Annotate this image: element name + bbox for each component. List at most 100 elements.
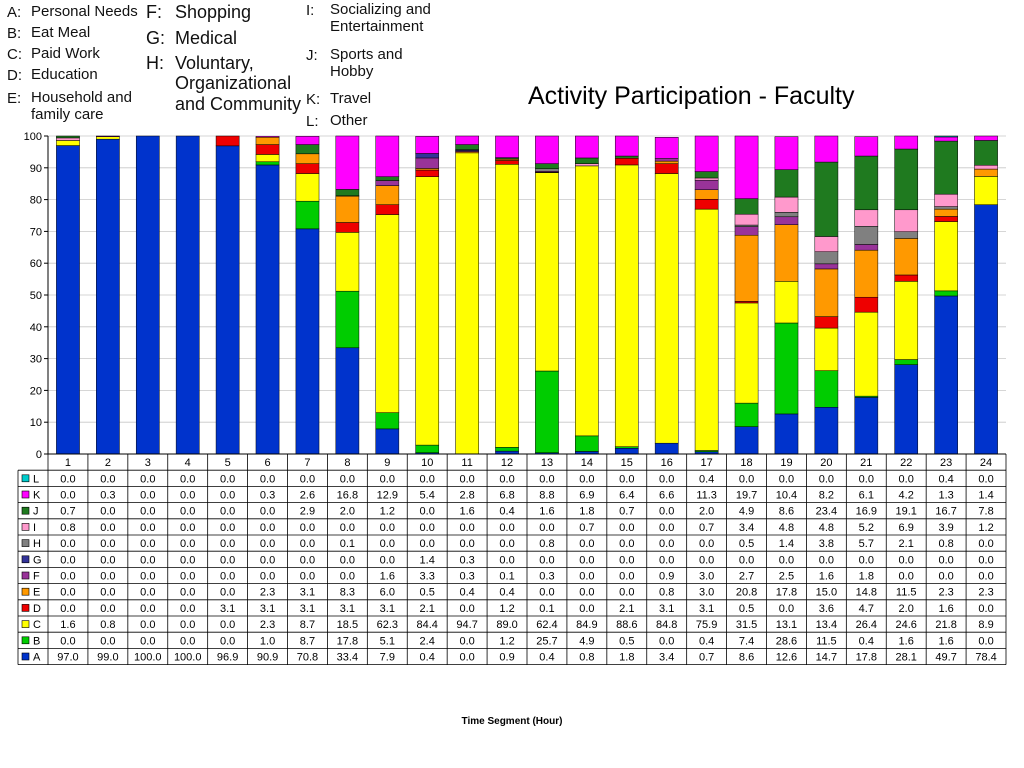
- bar-segment-e-24: [974, 168, 998, 177]
- data-label: 0.0: [380, 522, 395, 534]
- legend-name: Education: [31, 66, 98, 83]
- bar-segment-e-19: [774, 224, 799, 282]
- legend-item-h: H: Voluntary, Organizational and Communit…: [146, 53, 301, 114]
- data-label: 0.0: [300, 473, 315, 485]
- data-label: 0.0: [859, 554, 874, 566]
- bar-segment-g-10: [415, 153, 440, 159]
- bar-segment-k-7: [295, 136, 320, 145]
- data-label: 84.9: [576, 619, 597, 631]
- legend-swatch-k: [21, 490, 30, 499]
- data-label: 1.6: [938, 603, 953, 615]
- legend-swatch-j: [21, 506, 30, 515]
- data-label: 0.0: [779, 473, 794, 485]
- legend-item-i: I: Socializing and Entertainment: [306, 1, 431, 36]
- bar-segment-k-24: [974, 135, 998, 141]
- data-label: 6.6: [659, 490, 674, 502]
- bar-segment-j-7: [295, 144, 320, 155]
- data-label: 25.7: [536, 635, 557, 647]
- legend-letter: C:: [7, 46, 22, 63]
- bar-segment-k-6: [255, 136, 280, 138]
- bar-segment-c-21: [854, 311, 879, 397]
- data-label: 17.8: [337, 635, 358, 647]
- bar-segment-k-18: [734, 135, 759, 199]
- bar-segment-c-14: [575, 165, 599, 437]
- data-label: 0.0: [220, 522, 235, 534]
- data-label: 0.0: [180, 619, 195, 631]
- bar-segment-k-12: [495, 135, 519, 158]
- data-label: 0.0: [180, 490, 195, 502]
- data-label: 4.2: [899, 490, 914, 502]
- data-label: 0.4: [499, 587, 514, 599]
- data-label: 96.9: [217, 652, 238, 664]
- bar-segment-c-10: [415, 176, 440, 446]
- data-label: 0.0: [220, 554, 235, 566]
- data-label: 0.4: [699, 635, 714, 647]
- data-label: 3.4: [739, 522, 754, 534]
- bar-segment-c-19: [774, 281, 799, 324]
- data-label: 33.4: [337, 652, 358, 664]
- data-label: 0.0: [899, 554, 914, 566]
- data-label: 26.4: [856, 619, 877, 631]
- data-label: 100.0: [174, 652, 202, 664]
- bar-segment-a-9: [375, 428, 400, 455]
- data-label: 0.0: [539, 473, 554, 485]
- data-label: 0.0: [140, 554, 155, 566]
- data-label: 0.0: [100, 522, 115, 534]
- data-label: 94.7: [456, 619, 477, 631]
- bar-segment-c-12: [495, 164, 519, 448]
- data-label: 16.7: [935, 506, 956, 518]
- data-label: 0.1: [499, 571, 514, 583]
- bar-segment-e-22: [894, 238, 919, 276]
- bar-segment-j-19: [774, 169, 799, 198]
- data-label: 62.4: [536, 619, 557, 631]
- bar-segment-e-8: [335, 195, 360, 223]
- data-label: 0.0: [60, 603, 75, 615]
- data-label: 0.0: [779, 603, 794, 615]
- bar-segment-k-10: [415, 136, 440, 154]
- bar-segment-e-17: [694, 189, 719, 200]
- data-label: 12.6: [776, 652, 797, 664]
- data-label: 0.4: [459, 587, 474, 599]
- bar-segment-d-23: [934, 216, 958, 222]
- data-label: 6.0: [380, 587, 395, 599]
- legend-letter: A:: [7, 4, 22, 21]
- legend-swatch-l: [21, 474, 30, 483]
- bar-segment-d-22: [894, 274, 919, 282]
- bar-segment-e-20: [814, 268, 839, 317]
- data-label: 0.0: [60, 538, 75, 550]
- bar-segment-b-22: [894, 359, 919, 365]
- data-label: 0.0: [659, 506, 674, 518]
- data-label: 8.2: [819, 490, 834, 502]
- x-tick-label: 14: [581, 457, 593, 469]
- data-label: 0.0: [539, 554, 554, 566]
- bar-segment-j-11: [455, 144, 479, 150]
- legend-name: Eat Meal: [31, 24, 91, 41]
- legend-swatch-c: [21, 620, 30, 628]
- data-label: 0.0: [60, 554, 75, 566]
- data-label: 0.0: [539, 587, 554, 599]
- bar-segment-h-22: [894, 231, 919, 239]
- bar-segment-j-21: [854, 155, 879, 211]
- data-label: 3.0: [699, 587, 714, 599]
- bar-segment-c-11: [455, 152, 479, 455]
- bar-segment-j-22: [894, 148, 919, 211]
- data-label: 0.0: [60, 473, 75, 485]
- x-tick-label: 9: [384, 457, 390, 469]
- data-label: 0.0: [380, 538, 395, 550]
- y-tick-label: 40: [30, 322, 42, 334]
- x-tick-label: 15: [621, 457, 633, 469]
- bar-segment-b-6: [255, 161, 280, 166]
- bar-segment-b-14: [575, 435, 599, 452]
- data-label: 0.0: [140, 587, 155, 599]
- data-label: 0.3: [459, 554, 474, 566]
- bar-segment-b-7: [295, 200, 320, 230]
- data-label: 5.4: [420, 490, 435, 502]
- bar-segment-b-20: [814, 370, 839, 408]
- bar-segment-a-2: [96, 138, 120, 455]
- bar-segment-d-5: [215, 135, 240, 147]
- data-label: 20.8: [736, 587, 757, 599]
- data-label: 0.0: [499, 554, 514, 566]
- bar-segment-j-18: [734, 198, 759, 215]
- data-label: 1.4: [978, 490, 993, 502]
- data-label: 0.0: [140, 571, 155, 583]
